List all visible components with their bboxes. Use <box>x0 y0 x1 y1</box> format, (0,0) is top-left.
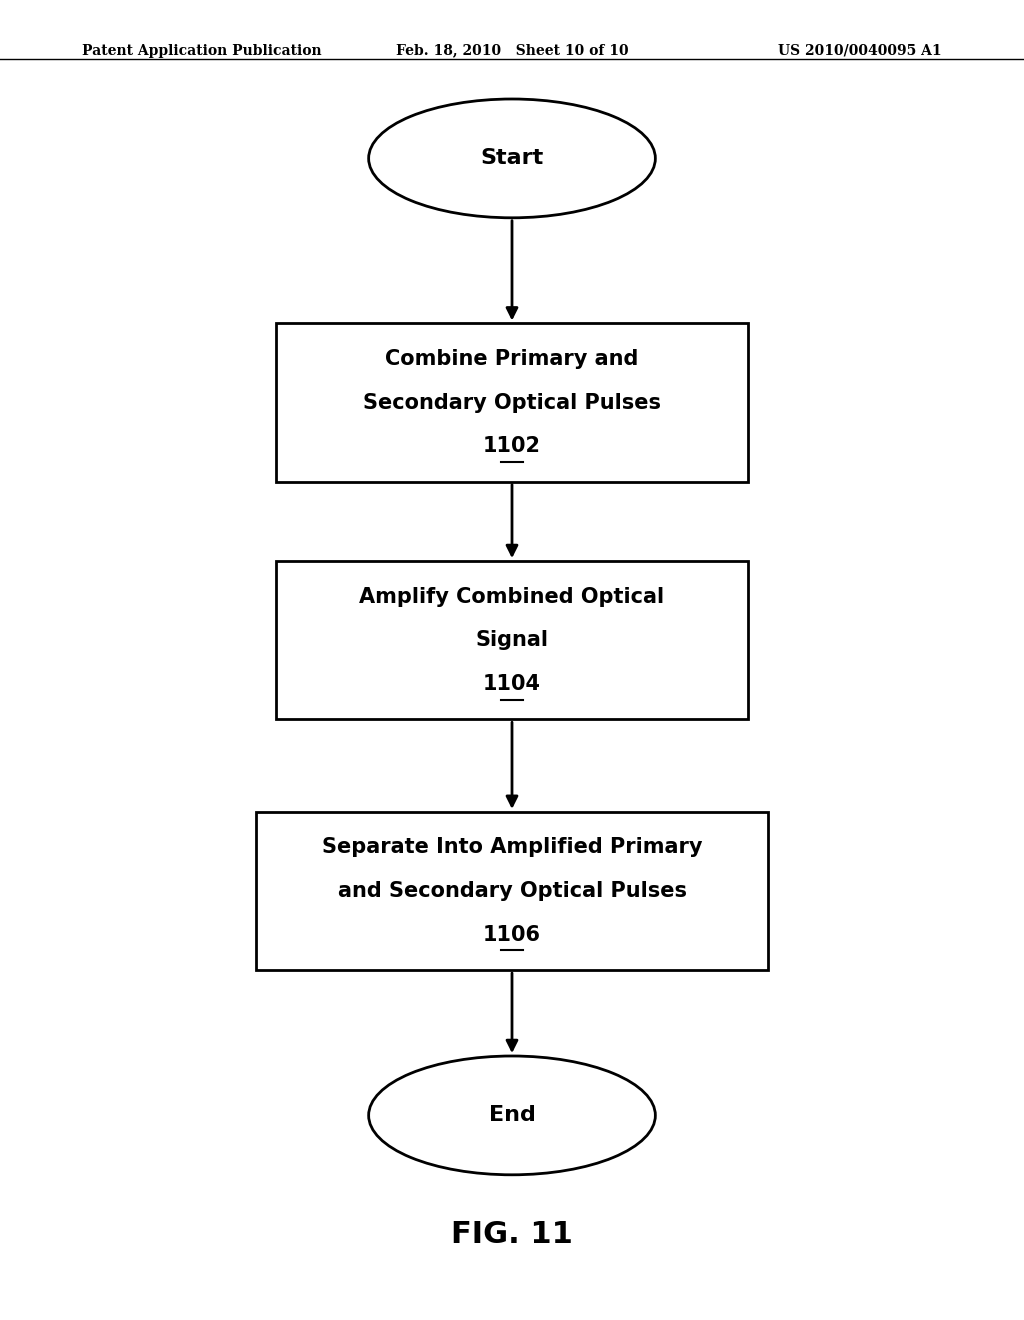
Text: Signal: Signal <box>475 630 549 651</box>
Text: 1102: 1102 <box>483 436 541 457</box>
Text: End: End <box>488 1105 536 1126</box>
Text: 1106: 1106 <box>483 924 541 945</box>
Text: Amplify Combined Optical: Amplify Combined Optical <box>359 586 665 607</box>
Text: 1104: 1104 <box>483 673 541 694</box>
Text: US 2010/0040095 A1: US 2010/0040095 A1 <box>778 44 942 58</box>
Text: Combine Primary and: Combine Primary and <box>385 348 639 370</box>
Text: Separate Into Amplified Primary: Separate Into Amplified Primary <box>322 837 702 858</box>
Text: and Secondary Optical Pulses: and Secondary Optical Pulses <box>338 880 686 902</box>
Text: Secondary Optical Pulses: Secondary Optical Pulses <box>362 392 662 413</box>
Text: Start: Start <box>480 148 544 169</box>
Text: Patent Application Publication: Patent Application Publication <box>82 44 322 58</box>
Text: FIG. 11: FIG. 11 <box>451 1220 573 1249</box>
Text: Feb. 18, 2010   Sheet 10 of 10: Feb. 18, 2010 Sheet 10 of 10 <box>395 44 629 58</box>
